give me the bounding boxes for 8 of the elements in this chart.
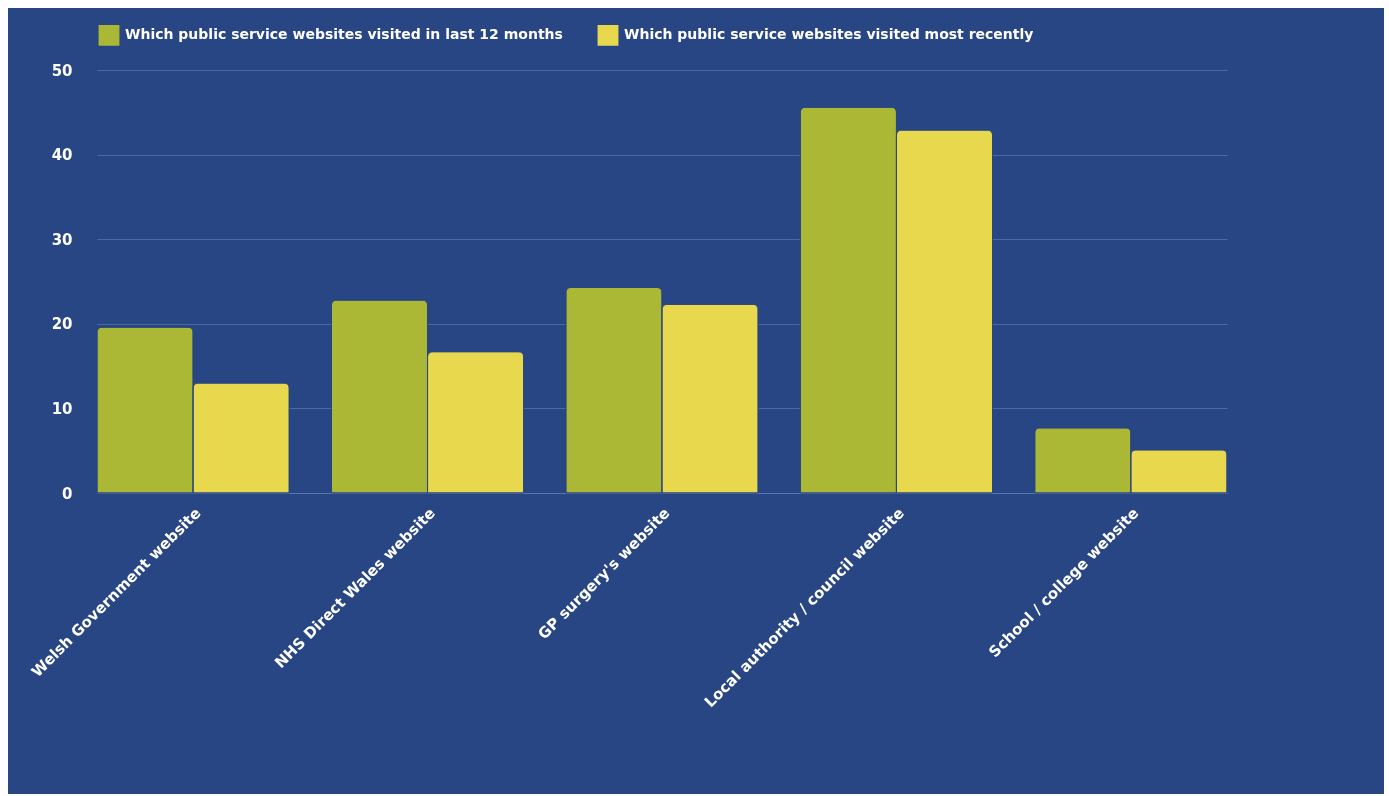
legend-label: Which public service websites visited in last 12 months	[125, 26, 563, 43]
y-tick-label: 40	[51, 146, 73, 165]
y-tick-label: 30	[51, 230, 73, 249]
y-tick-label: 20	[51, 315, 73, 334]
y-tick-label: 0	[62, 484, 73, 503]
y-tick-label: 50	[51, 61, 73, 80]
y-tick-label: 10	[51, 399, 73, 418]
legend-label: Which public service websites visited most recently	[624, 26, 1034, 43]
